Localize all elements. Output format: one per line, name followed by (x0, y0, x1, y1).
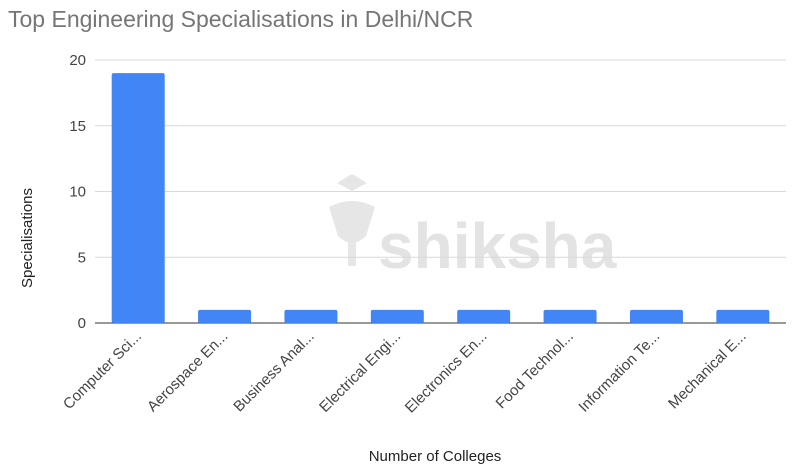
x-tick-label: Computer Sci... (60, 328, 145, 413)
bar (198, 309, 252, 323)
bar (111, 73, 165, 324)
x-tick-label: Information Te... (575, 328, 663, 416)
y-tick-label: 0 (78, 315, 86, 332)
y-tick-label: 5 (78, 249, 86, 266)
shiksha-logo-icon (329, 174, 375, 266)
bar (370, 309, 424, 323)
x-axis-title: Number of Colleges (369, 448, 502, 465)
x-tick-label: Mechanical E... (665, 328, 750, 413)
x-tick-label: Aerospace En... (144, 328, 231, 415)
x-tick-label: Food Technol... (493, 328, 577, 412)
chart-title: Top Engineering Specialisations in Delhi… (8, 6, 474, 32)
x-tick-label: Electronics En... (402, 328, 491, 417)
watermark: shiksha (329, 174, 617, 282)
y-axis-title: Specialisations (19, 188, 36, 288)
y-tick-label: 15 (69, 118, 86, 135)
bar (543, 309, 597, 323)
watermark-text: shiksha (378, 210, 617, 282)
bar (457, 309, 511, 323)
y-tick-label: 10 (69, 184, 86, 201)
x-tick-label: Electrical Engi... (316, 328, 404, 416)
bar (716, 309, 770, 323)
y-tick-label: 20 (69, 52, 86, 69)
bar (284, 309, 338, 323)
bar (629, 309, 683, 323)
x-tick-label: Business Anal... (230, 328, 317, 415)
